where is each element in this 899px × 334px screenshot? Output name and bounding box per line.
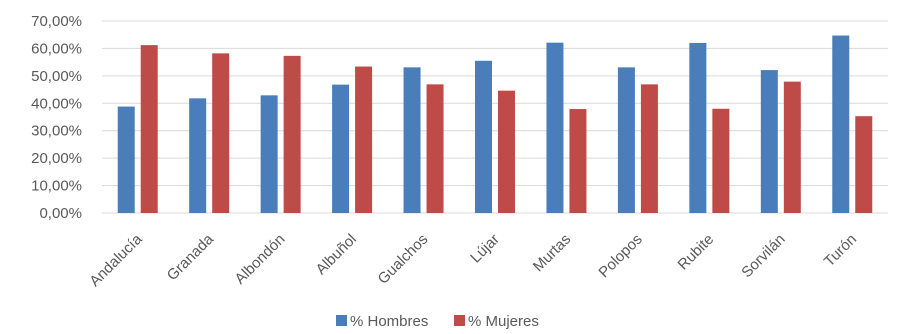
x-category-label: Polopos [595,231,645,281]
x-category-label: Albuñol [313,231,360,278]
x-category-label: Lújar [467,231,503,267]
x-axis-category-labels: Andalucía Granada Albondón Albuñol Gualchos L… [86,230,860,290]
bar-mujeres [212,53,230,213]
bar-hombres [832,35,850,214]
bar-hombres [760,70,778,214]
y-tick-label: 20,00% [31,150,82,167]
bar-mujeres [640,84,658,213]
bar-hombres [403,67,421,214]
bar-mujeres [355,66,373,213]
bar-mujeres [498,90,515,213]
y-tick-label: 10,00% [31,178,82,195]
x-category-label: Rubite [675,231,718,274]
gridlines [102,20,888,214]
bar-mujeres [855,116,873,213]
bar-mujeres [140,45,158,213]
y-tick-label: 30,00% [31,123,82,140]
x-category-label: Granada [164,230,218,284]
legend-label-mujeres: % Mujeres [468,313,539,330]
y-tick-label: 60,00% [31,40,82,57]
bar-hombres [546,42,564,213]
bars [117,35,873,214]
bar-mujeres [783,81,801,213]
x-category-label: Turón [821,231,860,270]
y-tick-label: 0,00% [39,205,82,222]
bar-hombres [260,95,278,213]
x-category-label: Murtas [530,231,574,275]
y-tick-label: 50,00% [31,68,82,85]
legend-swatch-mujeres [454,315,465,326]
legend: % Hombres % Mujeres [336,313,539,330]
bar-hombres [332,84,350,214]
bar-hombres [617,67,635,214]
bar-hombres [689,42,707,213]
legend-label-hombres: % Hombres [350,313,428,330]
y-tick-label: 70,00% [31,13,82,30]
y-tick-label: 40,00% [31,95,82,112]
bar-mujeres [283,55,301,213]
bar-hombres [189,98,207,213]
x-category-label: Andalucía [86,230,146,290]
legend-swatch-hombres [336,315,347,326]
bar-mujeres [712,108,730,213]
bar-mujeres [569,109,587,213]
x-category-label: Albondón [232,231,289,288]
x-category-label: Gualchos [375,231,432,288]
bar-hombres [475,60,492,214]
x-category-label: Sorvilán [738,231,788,281]
bar-hombres [117,106,135,213]
bar-mujeres [426,84,444,213]
y-axis-tick-labels: 0,00% 10,00% 20,00% 30,00% 40,00% 50,00% 60,00… [31,13,82,222]
